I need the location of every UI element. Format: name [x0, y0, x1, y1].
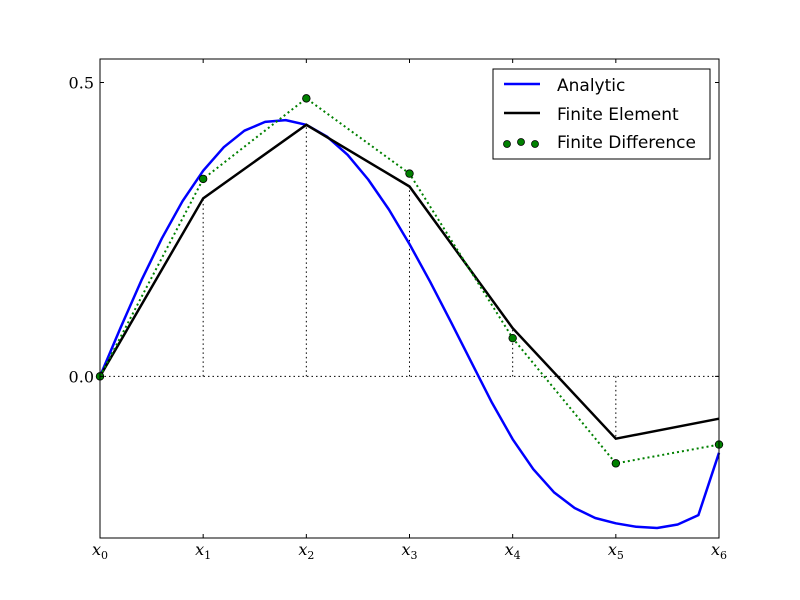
y-tick-label: 0.0 [69, 367, 94, 386]
x-tick-label: x5 [608, 540, 624, 562]
x-tick-label: x6 [711, 540, 727, 562]
legend-marker-finite-difference [503, 140, 511, 148]
legend-marker-finite-difference [531, 140, 539, 148]
series-line-finite-element [98, 123, 720, 441]
x-tick-label: x3 [401, 540, 417, 562]
legend: Analytic Finite Element Finite Differenc… [492, 68, 711, 160]
legend-label-analytic: Analytic [557, 76, 625, 96]
y-tick-label: 0.5 [69, 74, 94, 93]
data-point-finite-difference [198, 174, 208, 184]
data-point-finite-difference [508, 333, 517, 343]
x-tick-label: x1 [195, 540, 211, 562]
data-point-finite-difference [611, 459, 621, 468]
x-tick-label: x4 [505, 540, 521, 562]
legend-marker-finite-difference [517, 138, 525, 146]
legend-label-finite-difference: Finite Difference [557, 133, 696, 153]
x-tick-label: x0 [92, 540, 108, 562]
series-line-analytic [98, 118, 721, 530]
legend-label-finite-element: Finite Element [557, 105, 679, 125]
data-point-finite-difference [405, 169, 414, 178]
x-tick-label: x2 [298, 540, 314, 562]
plot-area: x0 x1 x2 x3 x4 x5 x6 0.0 0.5 [69, 58, 727, 562]
data-point-finite-difference [302, 94, 311, 103]
